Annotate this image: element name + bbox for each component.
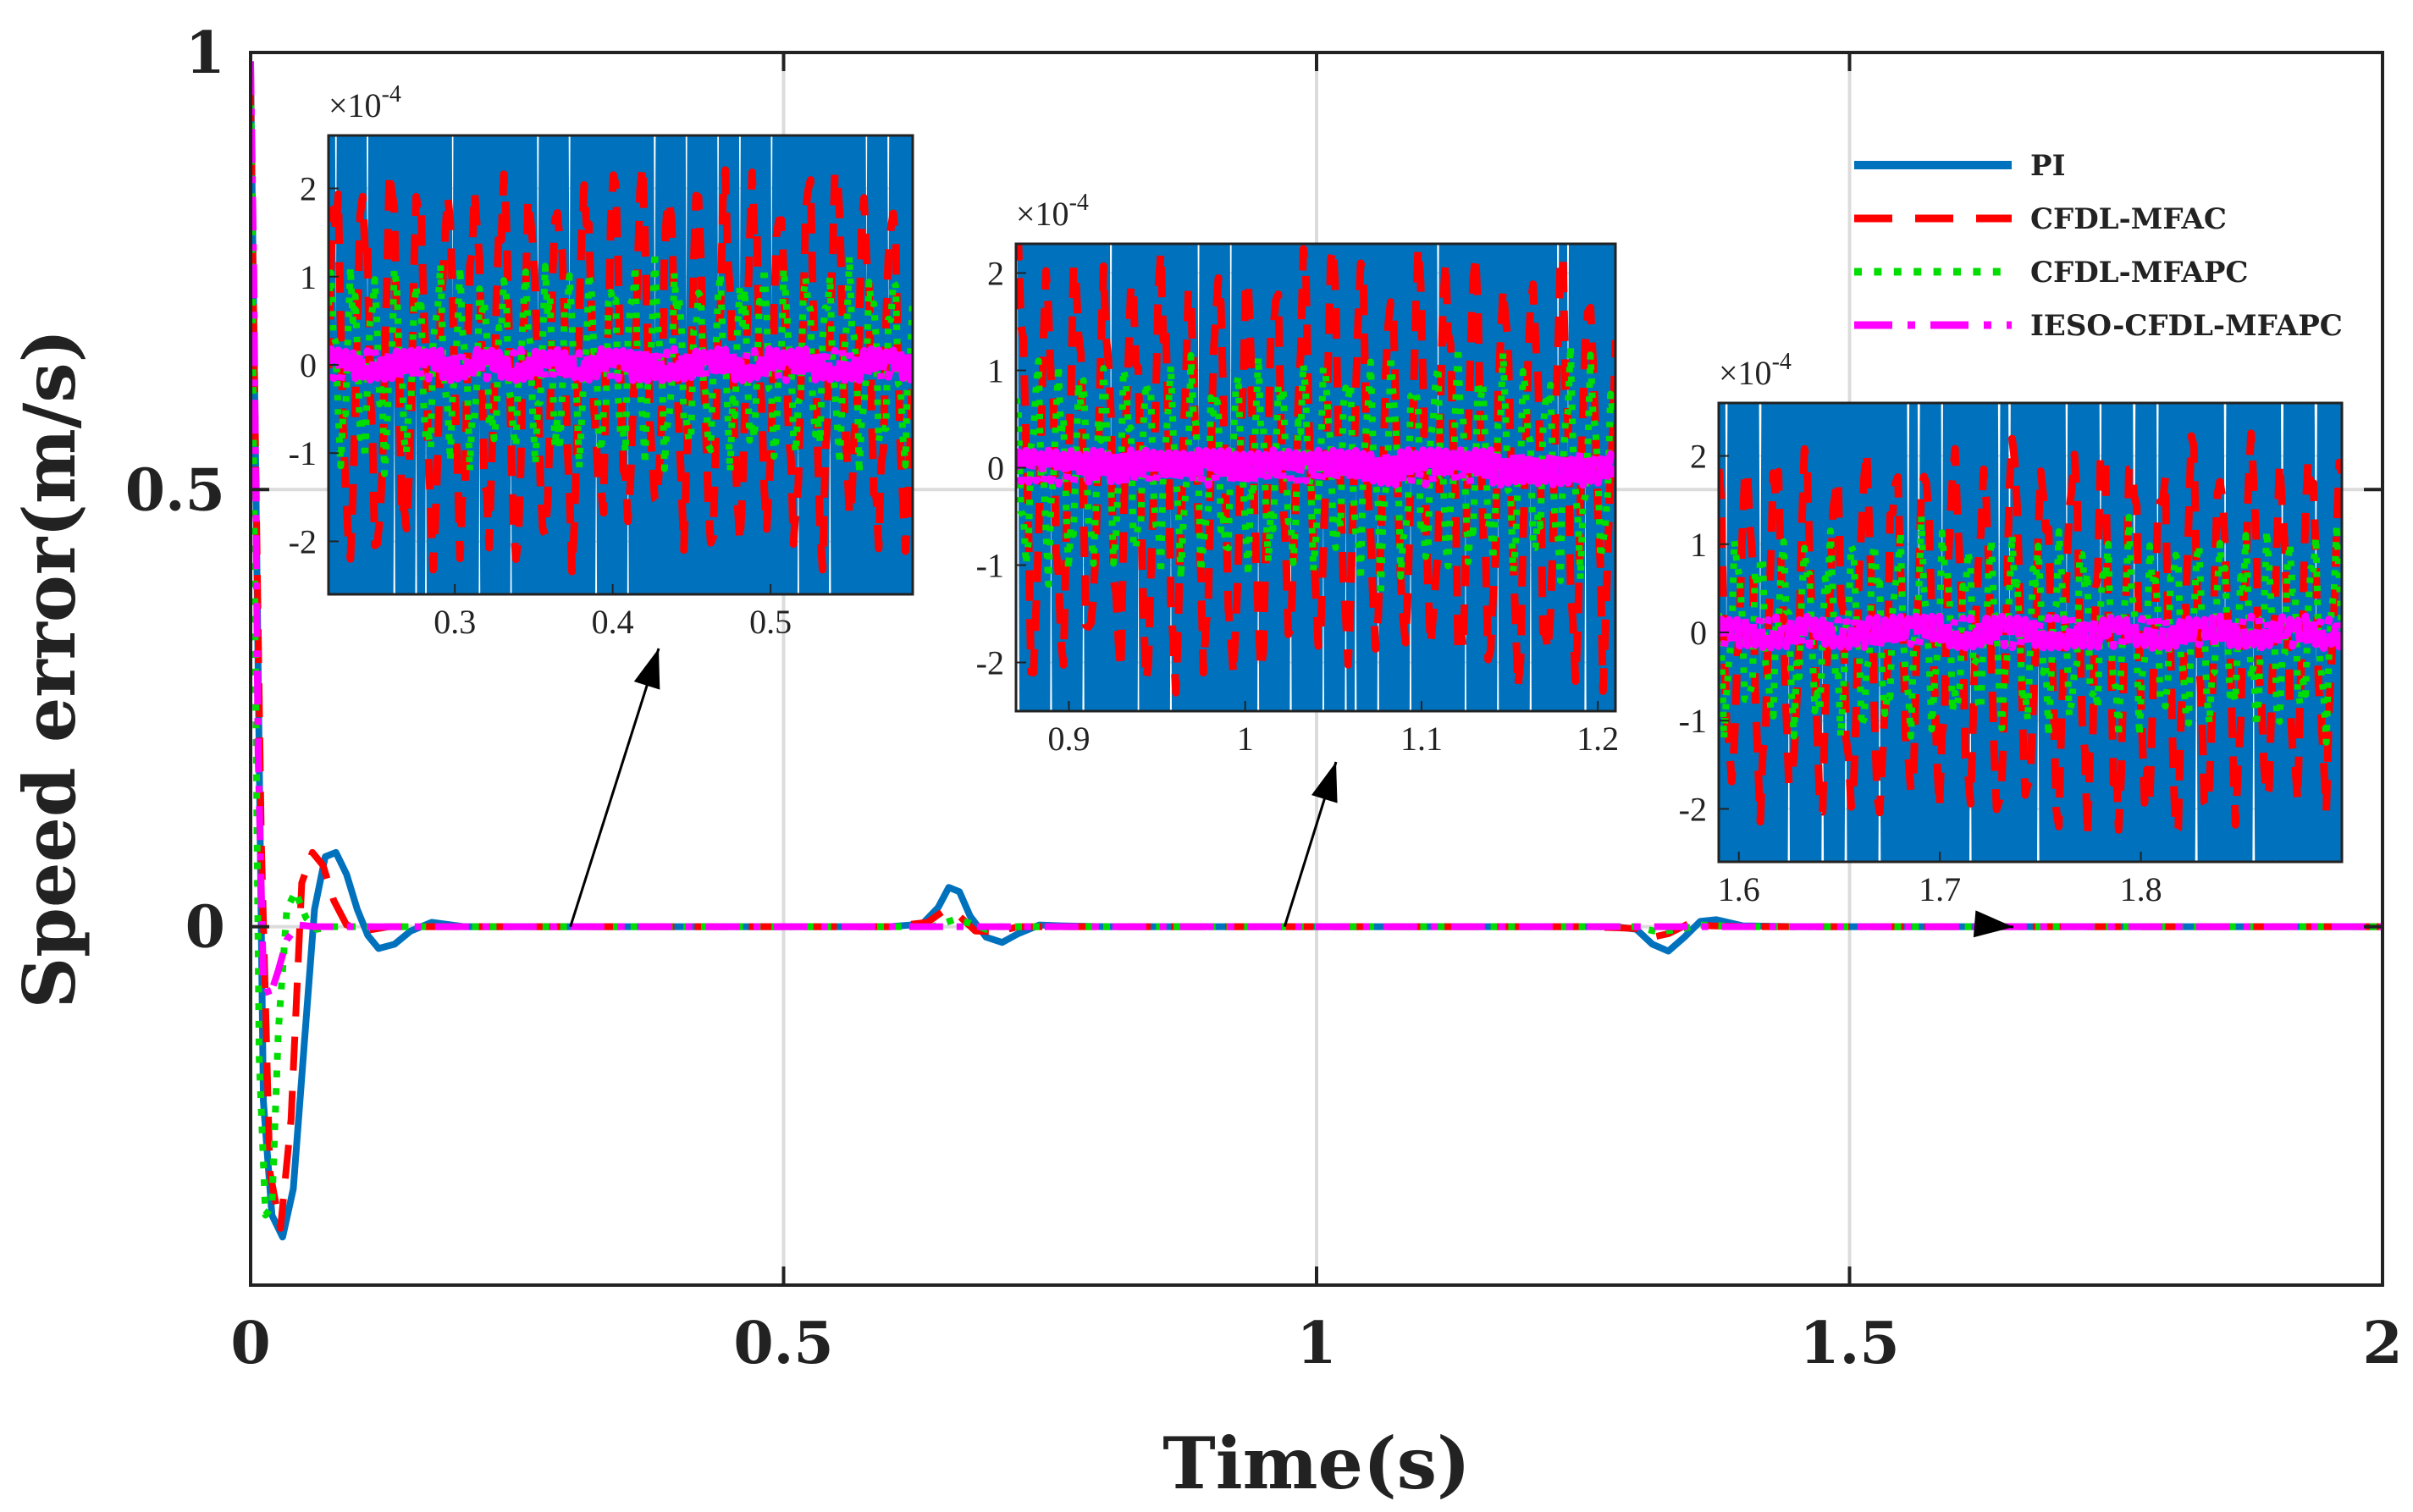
inset-y-tick-label: -2	[976, 644, 1004, 682]
inset-x-tick-label: 0.9	[1047, 720, 1090, 758]
inset-curves	[1719, 403, 2342, 862]
x-tick-label: 0	[230, 1310, 270, 1377]
legend-label-ieso-cfdl-mfapc: IESO-CFDL-MFAPC	[2030, 309, 2343, 343]
inset-y-tick-label: -1	[289, 434, 317, 472]
inset-y-tick-label: -1	[976, 547, 1004, 585]
legend-label-pi: PI	[2030, 149, 2065, 183]
main-curves	[251, 61, 2383, 1241]
inset-x-tick-label: 1	[1237, 720, 1254, 758]
inset-curves	[1016, 244, 1615, 711]
zoom-arrow-head	[633, 648, 660, 690]
main-tick-labels: 0 0.5 1 1.5 2 0 0.5 1	[125, 19, 2403, 1377]
inset-x-tick-label: 1.2	[1576, 720, 1619, 758]
inset-exponent-power: -4	[1069, 190, 1089, 216]
inset-y-tick-label: 0	[300, 346, 317, 384]
inset-series-line-cfdl-mfac	[1719, 429, 2342, 841]
zoom-arrow-head	[1973, 910, 2013, 938]
inset-series-line-cfdl-mfapc	[329, 249, 913, 477]
inset-y-tick-label: 2	[987, 255, 1004, 293]
y-tick-label: 0	[185, 894, 225, 962]
legend-label-cfdl-mfac: CFDL-MFAC	[2030, 202, 2227, 236]
inset-y-tick-label: 1	[300, 258, 317, 296]
x-tick-label: 2	[2362, 1310, 2402, 1377]
x-tick-label: 1.5	[1799, 1310, 1899, 1377]
inset-series-line-cfdl-mfapc	[1016, 343, 1615, 599]
inset-x-tick-label: 1.8	[2120, 870, 2162, 908]
inset-y-tick-label: 2	[1690, 438, 1707, 476]
x-axis-label: Time(s)	[1162, 1421, 1471, 1505]
inset-y-tick-label: 1	[1690, 526, 1707, 564]
x-tick-label: 0.5	[733, 1310, 833, 1377]
y-tick-label: 1	[185, 19, 225, 87]
main-ticks	[249, 51, 2384, 1285]
legend-label-cfdl-mfapc: CFDL-MFAPC	[2030, 256, 2249, 290]
inset-y-tick-label: 2	[300, 170, 317, 208]
inset-y-tick-label: 0	[1690, 614, 1707, 652]
inset-frame	[1014, 242, 1617, 713]
inset-x-tick-label: 1.6	[1718, 870, 1760, 908]
y-tick-label: 0.5	[125, 456, 225, 524]
inset-series-line-cfdl-mfac	[1016, 244, 1615, 697]
inset-exponent-power: -4	[382, 81, 401, 108]
inset-series-line-ieso-cfdl-mfapc	[1719, 612, 2342, 653]
inset-y-tick-label: 1	[987, 352, 1004, 390]
inset-curves	[329, 135, 913, 594]
inset-y-tick-label: -2	[1679, 790, 1707, 828]
inset-x-tick-label: 1.7	[1919, 870, 1961, 908]
inset-x-tick-label: 0.5	[749, 603, 792, 641]
zoom-arrows	[569, 648, 2014, 938]
inset-y-tick-label: -1	[1679, 702, 1707, 740]
series-line-pi	[251, 69, 2383, 1241]
inset-y-tick-label: 0	[987, 450, 1004, 488]
series-line-ieso-cfdl-mfapc	[251, 61, 2383, 1001]
inset-x-tick-label: 1.1	[1400, 720, 1443, 758]
inset-y-tick-label: -2	[289, 522, 317, 560]
inset-x-tick-label: 0.4	[592, 603, 634, 641]
x-tick-label: 1	[1296, 1310, 1336, 1377]
zoom-arrow-head	[1311, 762, 1338, 803]
inset-exponent-power: -4	[1772, 349, 1792, 375]
zoom-arrow-line	[569, 648, 660, 928]
inset-series-line-ieso-cfdl-mfapc	[1016, 446, 1615, 489]
y-axis-label: Speed error(m/s)	[8, 329, 91, 1009]
legend: PI CFDL-MFAC CFDL-MFAPC IESO-CFDL-MFAPC	[1854, 149, 2343, 343]
inset-x-tick-label: 0.3	[433, 603, 476, 641]
inset-series-line-ieso-cfdl-mfapc	[329, 345, 913, 385]
